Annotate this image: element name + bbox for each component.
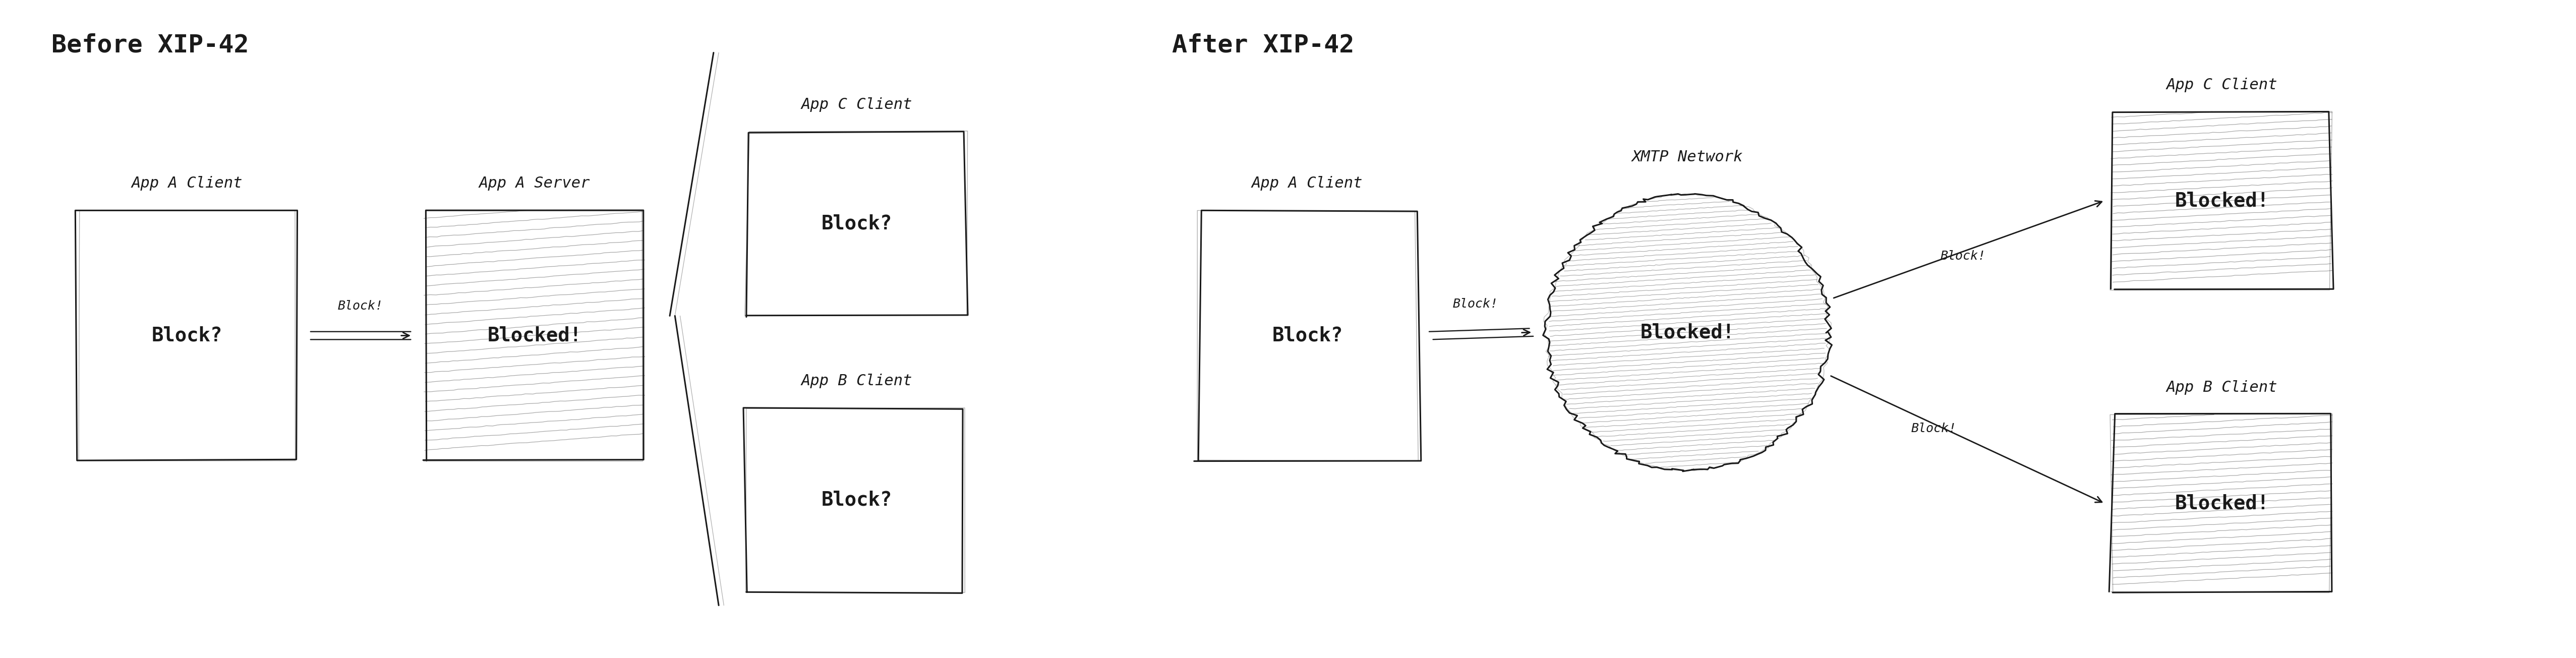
Text: Block?: Block? — [152, 326, 222, 345]
Text: App A Client: App A Client — [131, 176, 242, 191]
Text: Block?: Block? — [822, 214, 891, 234]
Text: Block?: Block? — [822, 490, 891, 510]
Text: App C Client: App C Client — [2166, 78, 2277, 92]
Text: Block!: Block! — [1911, 422, 1955, 434]
Text: Before XIP-42: Before XIP-42 — [52, 33, 250, 57]
Text: Blocked!: Blocked! — [2174, 191, 2269, 211]
Text: Block!: Block! — [337, 300, 384, 312]
Text: App B Client: App B Client — [801, 374, 912, 388]
Text: App C Client: App C Client — [801, 97, 912, 112]
Text: After XIP-42: After XIP-42 — [1172, 33, 1355, 57]
Text: App A Client: App A Client — [1252, 176, 1363, 191]
Text: XMTP Network: XMTP Network — [1631, 150, 1744, 164]
Text: Blocked!: Blocked! — [2174, 493, 2269, 513]
Text: Blocked!: Blocked! — [1641, 322, 1734, 342]
Text: Block!: Block! — [1940, 250, 1986, 262]
Text: Block?: Block? — [1273, 326, 1342, 345]
Text: App A Server: App A Server — [479, 176, 590, 191]
Text: Blocked!: Blocked! — [487, 326, 582, 345]
Text: App B Client: App B Client — [2166, 380, 2277, 395]
Text: Block!: Block! — [1453, 298, 1499, 311]
